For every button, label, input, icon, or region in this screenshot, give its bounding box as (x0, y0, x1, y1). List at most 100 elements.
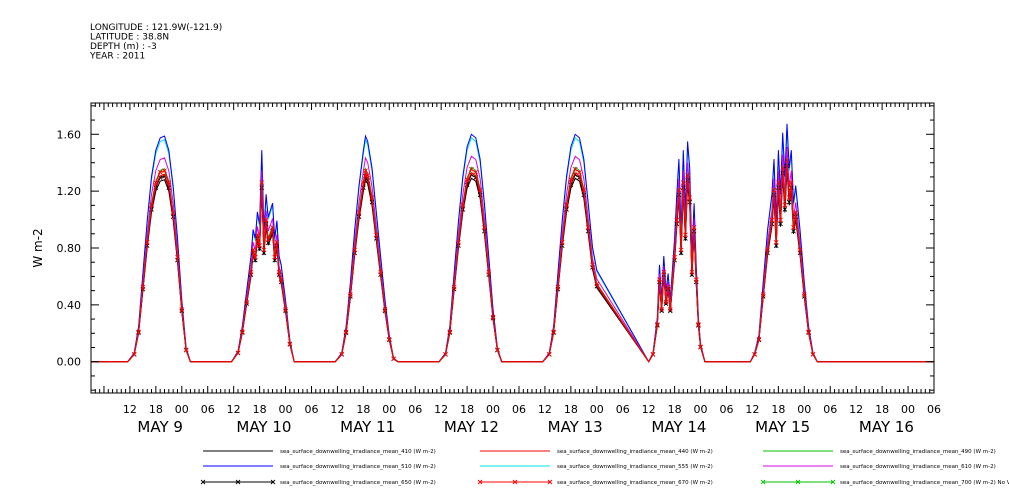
series-marker (678, 247, 684, 253)
legend-marker (200, 479, 206, 485)
legend-marker (760, 479, 766, 485)
legend-label: sea_surface_downwelling_irradiance_mean_… (840, 449, 996, 455)
series-marker (687, 195, 693, 200)
series-marker (382, 307, 388, 312)
series-marker (572, 166, 578, 172)
series-marker (162, 168, 167, 173)
series-line (91, 146, 934, 363)
x-day-label: MAY 11 (340, 418, 395, 436)
header-line: LONGITUDE : 121.9W(-121.9) (90, 23, 222, 33)
series-marker (693, 277, 699, 282)
series-marker (343, 329, 349, 335)
series-marker (661, 269, 667, 275)
legend: sea_surface_downwelling_irradiance_mean_… (200, 449, 1009, 486)
series-marker (581, 187, 587, 193)
x-tick-label: 00 (694, 403, 708, 416)
x-day-label: MAY 13 (548, 418, 603, 436)
series-marker (650, 351, 656, 357)
series-marker (791, 225, 796, 230)
header-line: LATITUDE : 38.8N (90, 33, 169, 43)
series-marker (374, 232, 379, 238)
x-day-label: MAY 14 (651, 418, 706, 436)
x-tick-label: 18 (356, 403, 370, 416)
series-marker (771, 187, 777, 193)
series-marker (667, 308, 673, 314)
series-marker (482, 225, 487, 230)
legend-label: sea_surface_downwelling_irradiance_mean_… (557, 464, 713, 470)
y-tick-label: 1.60 (57, 128, 82, 141)
series-marker (144, 239, 150, 245)
x-day-label: MAY 9 (137, 418, 183, 436)
x-tick-label: 06 (408, 403, 422, 416)
series-marker (272, 254, 278, 260)
x-tick-label: 18 (253, 403, 267, 416)
x-tick-label: 00 (279, 403, 293, 416)
x-tick-label: 06 (512, 403, 526, 416)
x-day-label: MAY 16 (859, 418, 914, 436)
y-tick-label: 0.40 (57, 299, 82, 312)
x-tick-label: 06 (927, 403, 941, 416)
series-marker (270, 225, 275, 230)
series-marker (157, 169, 163, 175)
series-marker (257, 246, 262, 251)
series-marker (667, 307, 673, 312)
series-marker (175, 254, 180, 260)
x-tick-label: 00 (797, 403, 811, 416)
series-marker (283, 307, 288, 312)
series-marker (691, 225, 697, 230)
x-tick-label: 18 (771, 403, 785, 416)
series-marker (263, 217, 269, 223)
legend-marker (270, 479, 276, 485)
series-marker (183, 347, 189, 353)
series-marker (149, 202, 154, 208)
y-tick-label: 1.20 (57, 185, 82, 198)
series-marker (166, 180, 172, 185)
series-marker (486, 269, 492, 275)
x-tick-label: 12 (434, 403, 448, 416)
series-marker (683, 232, 688, 238)
series-marker (696, 322, 701, 327)
series-marker (460, 202, 466, 208)
series-marker (356, 210, 362, 215)
legend-label: sea_surface_downwelling_irradiance_mean_… (840, 480, 1009, 486)
x-tick-label: 18 (460, 403, 474, 416)
series-marker (797, 247, 803, 253)
series-marker (278, 277, 284, 282)
series-marker (136, 329, 141, 335)
series-marker (773, 243, 779, 249)
series-marker (760, 292, 766, 297)
series-marker (594, 281, 600, 287)
series-marker (780, 165, 786, 170)
series-marker (261, 247, 267, 253)
x-tick-label: 18 (564, 403, 578, 416)
x-tick-label: 12 (745, 403, 759, 416)
series-marker (655, 322, 660, 327)
series-marker (676, 187, 682, 193)
x-tick-label: 12 (227, 403, 241, 416)
x-tick-label: 00 (175, 403, 189, 416)
x-tick-label: 06 (201, 403, 215, 416)
series-marker (252, 254, 258, 260)
series-marker (791, 228, 796, 234)
series-marker (131, 351, 137, 357)
series-marker (170, 210, 176, 215)
series-marker (568, 177, 574, 182)
series-marker (784, 157, 790, 163)
series-marker (153, 180, 159, 185)
x-tick-label: 00 (901, 403, 915, 416)
series-marker (689, 269, 695, 275)
series-marker (585, 225, 591, 230)
series-marker (473, 169, 479, 175)
series-lines (91, 123, 934, 363)
series-marker (365, 172, 370, 178)
series-marker (564, 202, 569, 208)
series-marker (447, 329, 453, 335)
series-marker (451, 284, 457, 290)
series-marker (363, 168, 368, 173)
series-marker (257, 242, 262, 248)
series-marker (778, 221, 783, 227)
legend-marker (547, 479, 553, 485)
x-tick-label: 06 (304, 403, 318, 416)
series-marker (287, 341, 293, 347)
series-marker (559, 239, 565, 245)
